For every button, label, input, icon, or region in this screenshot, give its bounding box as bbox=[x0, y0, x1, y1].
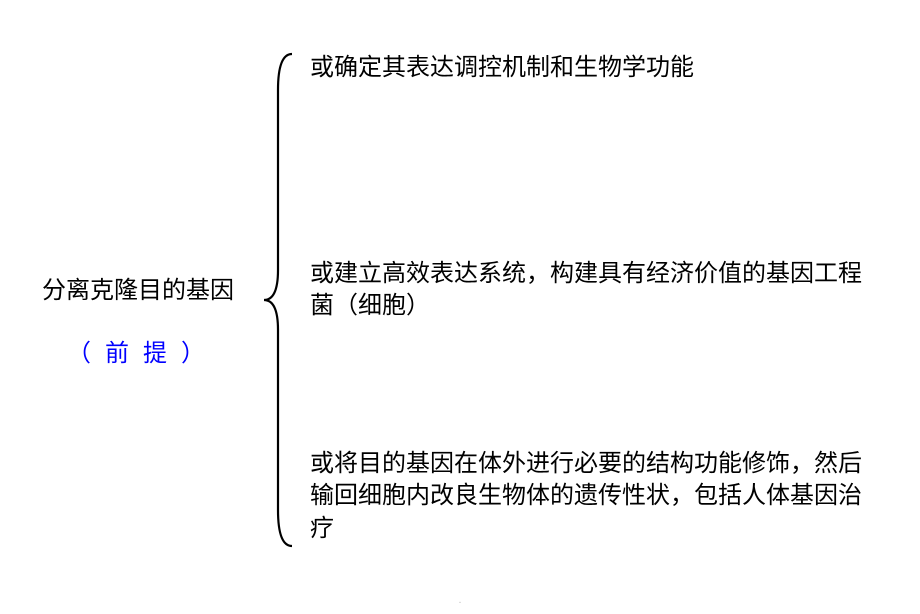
branch-item-2: 或建立高效表达系统，构建具有经济价值的基因工程菌（细胞） bbox=[310, 258, 870, 323]
root-node: 分离克隆目的基因 （ 前 提 ） bbox=[42, 270, 234, 368]
branch-item-3: 或将目的基因在体外进行必要的结构功能修饰，然后输回细胞内改良生物体的遗传性状，包… bbox=[310, 448, 870, 545]
root-subtitle: （ 前 提 ） bbox=[42, 333, 234, 368]
brace-path bbox=[264, 54, 292, 546]
branch-item-1: 或确定其表达调控机制和生物学功能 bbox=[310, 52, 870, 84]
root-label: 分离克隆目的基因 bbox=[42, 270, 234, 305]
footer-dot: . bbox=[459, 595, 462, 606]
diagram-canvas: 分离克隆目的基因 （ 前 提 ） 或确定其表达调控机制和生物学功能 或建立高效表… bbox=[0, 0, 920, 614]
brace-svg bbox=[258, 50, 298, 550]
curly-brace bbox=[258, 50, 298, 550]
